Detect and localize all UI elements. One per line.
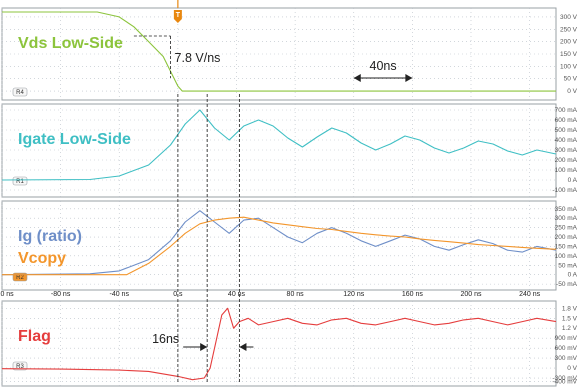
panel-title: Ig (ratio) xyxy=(18,228,82,245)
series-line-1 xyxy=(1,210,557,276)
panel-frame xyxy=(1,200,557,291)
channel-tag: R1 xyxy=(16,179,24,185)
x-tick-label: -80 ns xyxy=(51,291,71,298)
x-tick-label: 160 ns xyxy=(402,291,424,298)
y-tick-label: 300 mA xyxy=(555,215,578,222)
y-tick-label: 0 V xyxy=(567,365,577,372)
y-tick-label: 500 mA xyxy=(555,127,578,134)
y-tick-label: 150 V xyxy=(560,51,578,58)
y-tick-label: 250 V xyxy=(560,26,578,33)
y-tick-label: 200 V xyxy=(560,39,578,46)
y-tick-label: 300 mV xyxy=(555,355,578,362)
panel-title-secondary: Vcopy xyxy=(18,250,66,267)
y-tick-label: -300 mV xyxy=(552,375,577,382)
x-tick-label: 240 ns xyxy=(519,291,541,298)
y-tick-label: 250 mA xyxy=(555,225,578,232)
y-tick-label: 50 V xyxy=(564,76,578,83)
y-tick-label: 400 mA xyxy=(555,137,578,144)
panel-frame xyxy=(1,300,557,387)
y-tick-label: 200 mA xyxy=(555,157,578,164)
x-tick-label: 40 ns xyxy=(228,291,246,298)
y-tick-label: 100 mA xyxy=(555,167,578,174)
channel-tag: R3 xyxy=(16,364,24,370)
channel-tag-box xyxy=(12,176,28,186)
panel-2: 700 mA 600 mA 500 mA 400 mA 300 mA 200 mA 100 … xyxy=(1,103,578,198)
y-tick-label: 600 mV xyxy=(555,345,578,352)
interval-arrow-40ns: 40ns xyxy=(353,59,413,82)
y-tick-label: 350 mA xyxy=(555,206,578,213)
panel-3: 350 mA 300 mA 250 mA 200 mA 150 mA 100 mA 50 m… xyxy=(1,200,578,291)
channel-tag: R2 xyxy=(16,275,24,281)
y-tick-label: 0 A xyxy=(568,272,578,279)
delay-label: 16ns xyxy=(152,332,179,346)
series-line-2 xyxy=(2,216,557,276)
trigger-pointer xyxy=(173,19,182,23)
y-tick-label: -50 mA xyxy=(556,281,578,288)
x-tick-label: -120 ns xyxy=(0,291,14,298)
y-tick-label: 1.2 V xyxy=(562,325,578,332)
y-tick-label: 100 V xyxy=(560,63,578,70)
y-tick-label: 1.5 V xyxy=(562,315,578,322)
panel-title: Flag xyxy=(18,328,51,345)
y-tick-label: -400 mV xyxy=(552,378,577,385)
y-tick-label: 700 mA xyxy=(555,107,578,114)
channel-tag: R4 xyxy=(16,90,24,96)
y-tick-label: 1.8 V xyxy=(562,305,578,312)
y-tick-label: 300 V xyxy=(560,14,578,21)
x-tick-label: 80 ns xyxy=(287,291,305,298)
channel-tag-box xyxy=(12,361,28,371)
slope-annotation: 7.8 V/ns xyxy=(133,35,221,78)
y-tick-label: 0 A xyxy=(568,177,578,184)
y-tick-label: 0 V xyxy=(567,88,577,95)
y-tick-label: -100 mA xyxy=(552,187,577,194)
trigger-marker xyxy=(173,10,182,19)
panel-4: 1.8 V 1.5 V 1.2 V 900 mV 600 mV 300 mV 0 V -300… xyxy=(1,300,578,387)
delay-annotation-16ns: 16ns xyxy=(152,332,254,351)
y-tick-label: 100 mA xyxy=(555,253,578,260)
slope-label: 7.8 V/ns xyxy=(175,51,221,65)
channel-tag-box xyxy=(12,87,28,97)
trigger-label: T xyxy=(176,12,181,19)
series-line-1 xyxy=(1,307,557,381)
y-tick-label: 300 mA xyxy=(555,147,578,154)
y-tick-label: 150 mA xyxy=(555,243,578,250)
y-tick-label: 50 mA xyxy=(558,262,577,269)
panel-title: Igate Low-Side xyxy=(18,131,131,148)
x-tick-label: 120 ns xyxy=(343,291,365,298)
interval-label: 40ns xyxy=(370,59,397,73)
y-tick-label: 600 mA xyxy=(555,117,578,124)
panel-1: 300 V 250 V 200 V 150 V 100 V 50 V 0 V R4 Vds Lo… xyxy=(1,7,578,101)
x-tick-label: -40 ns xyxy=(110,291,130,298)
panel-frame xyxy=(1,103,557,198)
y-tick-label: 200 mA xyxy=(555,234,578,241)
x-tick-label: 200 ns xyxy=(460,291,482,298)
series-line-1 xyxy=(1,109,557,181)
panel-title: Vds Low-Side xyxy=(18,35,123,52)
series-line-1 xyxy=(2,11,556,92)
y-tick-label: 900 mV xyxy=(555,335,578,342)
